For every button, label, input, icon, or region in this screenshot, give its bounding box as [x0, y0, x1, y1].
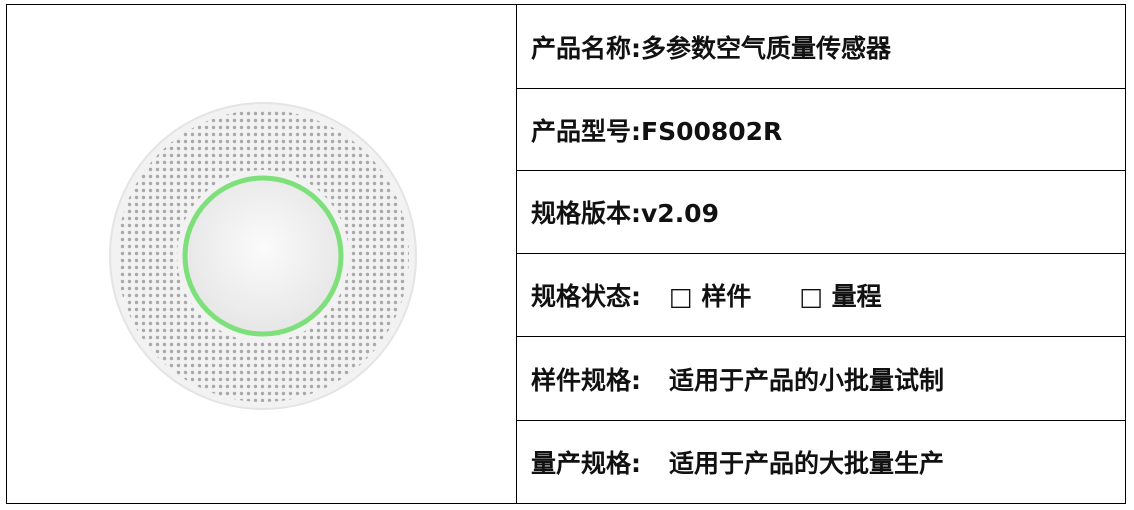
checkbox-option: □ 样件	[669, 282, 752, 311]
row-mass: 量产规格: 适用于产品的大批量生产	[517, 421, 1125, 503]
cell-value: 适用于产品的小批量试制	[669, 365, 945, 395]
cell-label: 量产规格:	[531, 449, 641, 478]
cell-label: 样件规格:	[531, 365, 641, 395]
row-version: 规格版本:v2.09	[517, 171, 1125, 254]
product-image-cell	[7, 5, 517, 503]
checkbox-option: □ 量程	[799, 282, 882, 311]
row-model: 产品型号:FS00802R	[517, 89, 1125, 171]
cell-text: 规格版本:v2.09	[531, 199, 719, 228]
cell-text: 产品型号:FS00802R	[531, 116, 783, 146]
cell-value: 适用于产品的大批量生产	[669, 449, 945, 478]
row-status: 规格状态: □ 样件 □ 量程	[517, 254, 1125, 337]
product-image	[107, 100, 419, 412]
row-sample: 样件规格: 适用于产品的小批量试制	[517, 337, 1125, 421]
cell-text: 产品名称:多参数空气质量传感器	[531, 33, 891, 63]
spec-table: 产品名称:多参数空气质量传感器 产品型号:FS00802R 规格版本:v2.09…	[6, 4, 1126, 504]
cell-label: 规格状态:	[531, 282, 641, 311]
row-name: 产品名称:多参数空气质量传感器	[517, 5, 1125, 89]
